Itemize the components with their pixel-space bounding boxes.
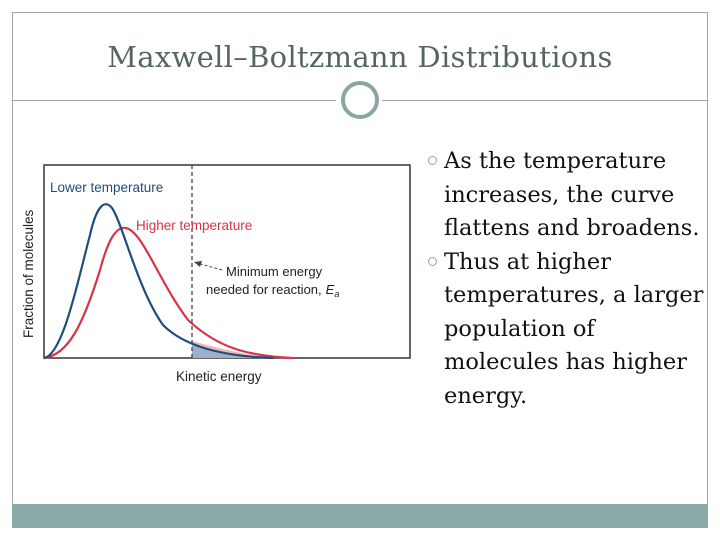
lower-temperature-curve [43, 203, 274, 360]
higher-temperature-curve [43, 226, 294, 360]
bullet-item: Thus at higher temperatures, a larger po… [428, 246, 715, 414]
footer-bar [12, 504, 708, 528]
lower-temperature-area [192, 344, 270, 358]
threshold-symbol: E [326, 282, 335, 297]
slide-title: Maxwell–Boltzmann Distributions [107, 40, 613, 74]
threshold-subscript: a [334, 289, 339, 299]
x-axis-label: Kinetic energy [176, 369, 262, 384]
plot-frame [43, 164, 411, 359]
threshold-arrow-head [194, 261, 202, 267]
bullet-ring-icon [428, 156, 437, 165]
ring-ornament [341, 81, 379, 119]
lower-temperature-label: Lower temperature [50, 180, 163, 195]
threshold-label-line2: needed for reaction, Ea [206, 282, 339, 299]
bullet-text: As the temperature increases, the curve … [444, 148, 700, 241]
title-rule-left [12, 100, 336, 101]
bullet-item: As the temperature increases, the curve … [428, 145, 715, 246]
threshold-label-text: needed for reaction, [206, 282, 322, 297]
y-axis-label: Fraction of molecules [21, 209, 36, 338]
bullet-text: Thus at higher temperatures, a larger po… [444, 248, 704, 409]
title-rule-right [382, 100, 708, 101]
threshold-label-line1: Minimum energy [226, 264, 323, 279]
maxwell-boltzmann-figure: Lower temperature Higher temperature Min… [21, 164, 411, 384]
bullet-list: As the temperature increases, the curve … [428, 145, 715, 414]
bullet-ring-icon [428, 256, 437, 266]
threshold-arrow-line [196, 262, 223, 271]
higher-temperature-label: Higher temperature [136, 218, 252, 233]
